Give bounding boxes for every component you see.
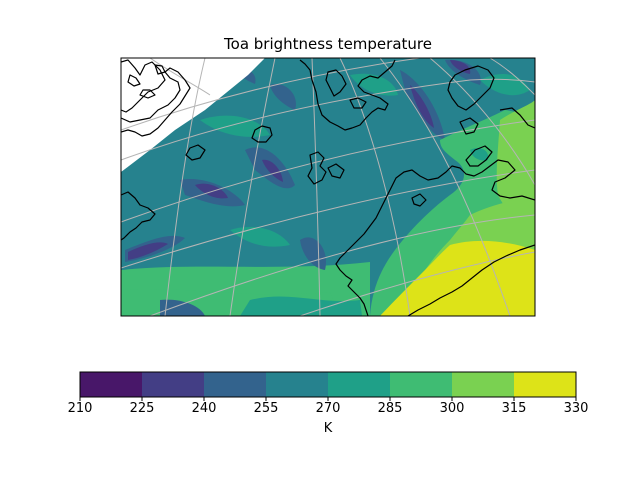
colorbar-tick-label: 240 [192, 401, 217, 416]
lake [411, 193, 427, 207]
colorbar-swatch [80, 372, 143, 397]
cold-cloud [262, 159, 283, 182]
longitude-line [164, 58, 206, 316]
island [251, 125, 273, 143]
colorbar-tick-label: 255 [254, 401, 279, 416]
colorbar-tick-label: 225 [130, 401, 155, 416]
colorbar-swatch [204, 372, 267, 397]
island [459, 117, 479, 135]
colorbar-swatches [80, 372, 577, 397]
island [327, 163, 345, 179]
longitude-line [379, 58, 511, 316]
colorbar-tick-label: 210 [68, 401, 93, 416]
arctic-coast [499, 107, 535, 129]
greenland-island [139, 89, 156, 99]
longitude-line [429, 58, 535, 186]
colorbar-swatch [142, 372, 205, 397]
greenland-coast [121, 59, 166, 113]
colorbar-tick-label: 300 [440, 401, 465, 416]
latitude-line [299, 251, 535, 316]
latitude-line [149, 214, 535, 316]
greenland-island [154, 64, 166, 75]
colorbar-tick-label: 315 [502, 401, 527, 416]
map-frame [120, 57, 536, 317]
greenland-island [127, 74, 141, 87]
colorbar-swatch [266, 372, 329, 397]
longitude-line [229, 58, 276, 316]
plot-title: Toa brightness temperature [223, 35, 432, 53]
longitude-line [311, 58, 321, 316]
island [307, 151, 327, 185]
cloud-streak [240, 296, 362, 316]
map-panel [121, 58, 535, 316]
colorbar-tick-label: 270 [316, 401, 341, 416]
gulf-coast [407, 244, 535, 316]
cloud-band [445, 59, 481, 85]
mid-field [350, 73, 398, 96]
colorbar-ticks: 210 225 240 255 270 285 300 315 330 [68, 397, 589, 416]
cold-cloud [410, 85, 434, 128]
latitude-line [121, 78, 535, 161]
mid-field [230, 226, 290, 247]
greenland-coast [121, 67, 191, 137]
scandinavia-coast [335, 159, 535, 316]
mid-field [200, 115, 270, 137]
kola-inlet [465, 145, 493, 167]
colorbar-swatch [452, 372, 515, 397]
colorbar-swatch [514, 372, 577, 397]
cloud-band [270, 84, 296, 110]
colorbar-swatch [390, 372, 453, 397]
jan-mayen [185, 144, 206, 161]
coastlines [121, 59, 535, 316]
colorbar-tick-label: 285 [378, 401, 403, 416]
colorbar-swatch [328, 372, 391, 397]
svalbard-island [325, 69, 347, 97]
cold-cloud [128, 242, 168, 260]
latitude-line [121, 169, 535, 269]
longitude-line [489, 58, 535, 96]
svalbard-island [349, 97, 367, 109]
cloud-band [300, 237, 326, 270]
greenland-east-coast [121, 191, 156, 241]
colorbar: 210 225 240 255 270 285 300 315 330 K [68, 371, 589, 436]
cloud-band [160, 299, 205, 316]
colorbar-label: K [324, 421, 333, 436]
colorbar-tick-label: 330 [564, 401, 589, 416]
svalbard-coast [299, 59, 396, 131]
longitude-line [339, 58, 411, 316]
latitude-line [121, 58, 421, 131]
novaya-zemlya [447, 65, 495, 111]
